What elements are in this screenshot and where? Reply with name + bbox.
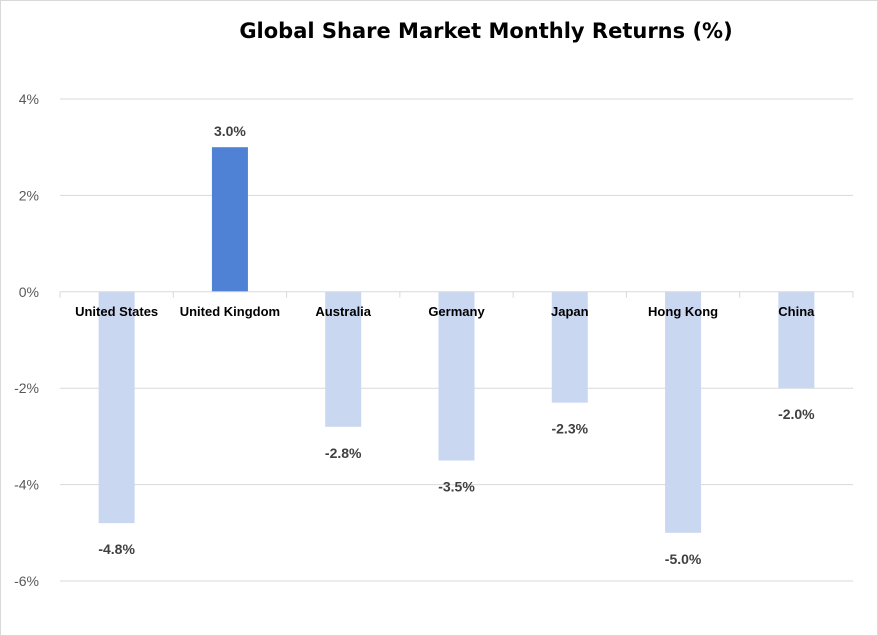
- bar: [98, 291, 135, 524]
- data-label: 3.0%: [214, 123, 246, 139]
- y-axis-tick-labels: 4% 2% 0% -2% -4% -6%: [14, 91, 39, 589]
- category-label: China: [778, 304, 815, 319]
- bar: [665, 291, 702, 533]
- category-label: Japan: [551, 304, 589, 319]
- data-label: -4.8%: [98, 541, 135, 557]
- data-label: -2.0%: [778, 406, 815, 422]
- category-label: Germany: [428, 304, 485, 319]
- chart-title: Global Share Market Monthly Returns (%): [239, 19, 732, 43]
- y-tick-label: -6%: [14, 573, 39, 589]
- data-label: -2.8%: [325, 445, 362, 461]
- y-tick-label: 2%: [19, 187, 39, 203]
- category-label: United States: [75, 304, 158, 319]
- x-axis: [59, 291, 854, 298]
- data-label: -5.0%: [665, 551, 702, 567]
- bar: [778, 291, 815, 389]
- bars: [98, 147, 815, 533]
- bar: [438, 291, 475, 461]
- data-label: -3.5%: [438, 479, 475, 495]
- data-labels: -4.8% 3.0% -2.8% -3.5% -2.3% -5.0% -2.0%: [98, 123, 815, 567]
- bar: [325, 291, 362, 427]
- category-label: United Kingdom: [180, 304, 280, 319]
- category-label: Hong Kong: [648, 304, 718, 319]
- y-tick-label: 4%: [19, 91, 39, 107]
- y-tick-label: -4%: [14, 477, 39, 493]
- y-tick-label: 0%: [19, 284, 39, 300]
- y-tick-label: -2%: [14, 380, 39, 396]
- data-label: -2.3%: [551, 421, 588, 437]
- bar: [551, 291, 588, 403]
- category-label: Australia: [315, 304, 371, 319]
- category-labels: United States United Kingdom Australia Germ…: [75, 304, 815, 319]
- bar: [211, 147, 248, 292]
